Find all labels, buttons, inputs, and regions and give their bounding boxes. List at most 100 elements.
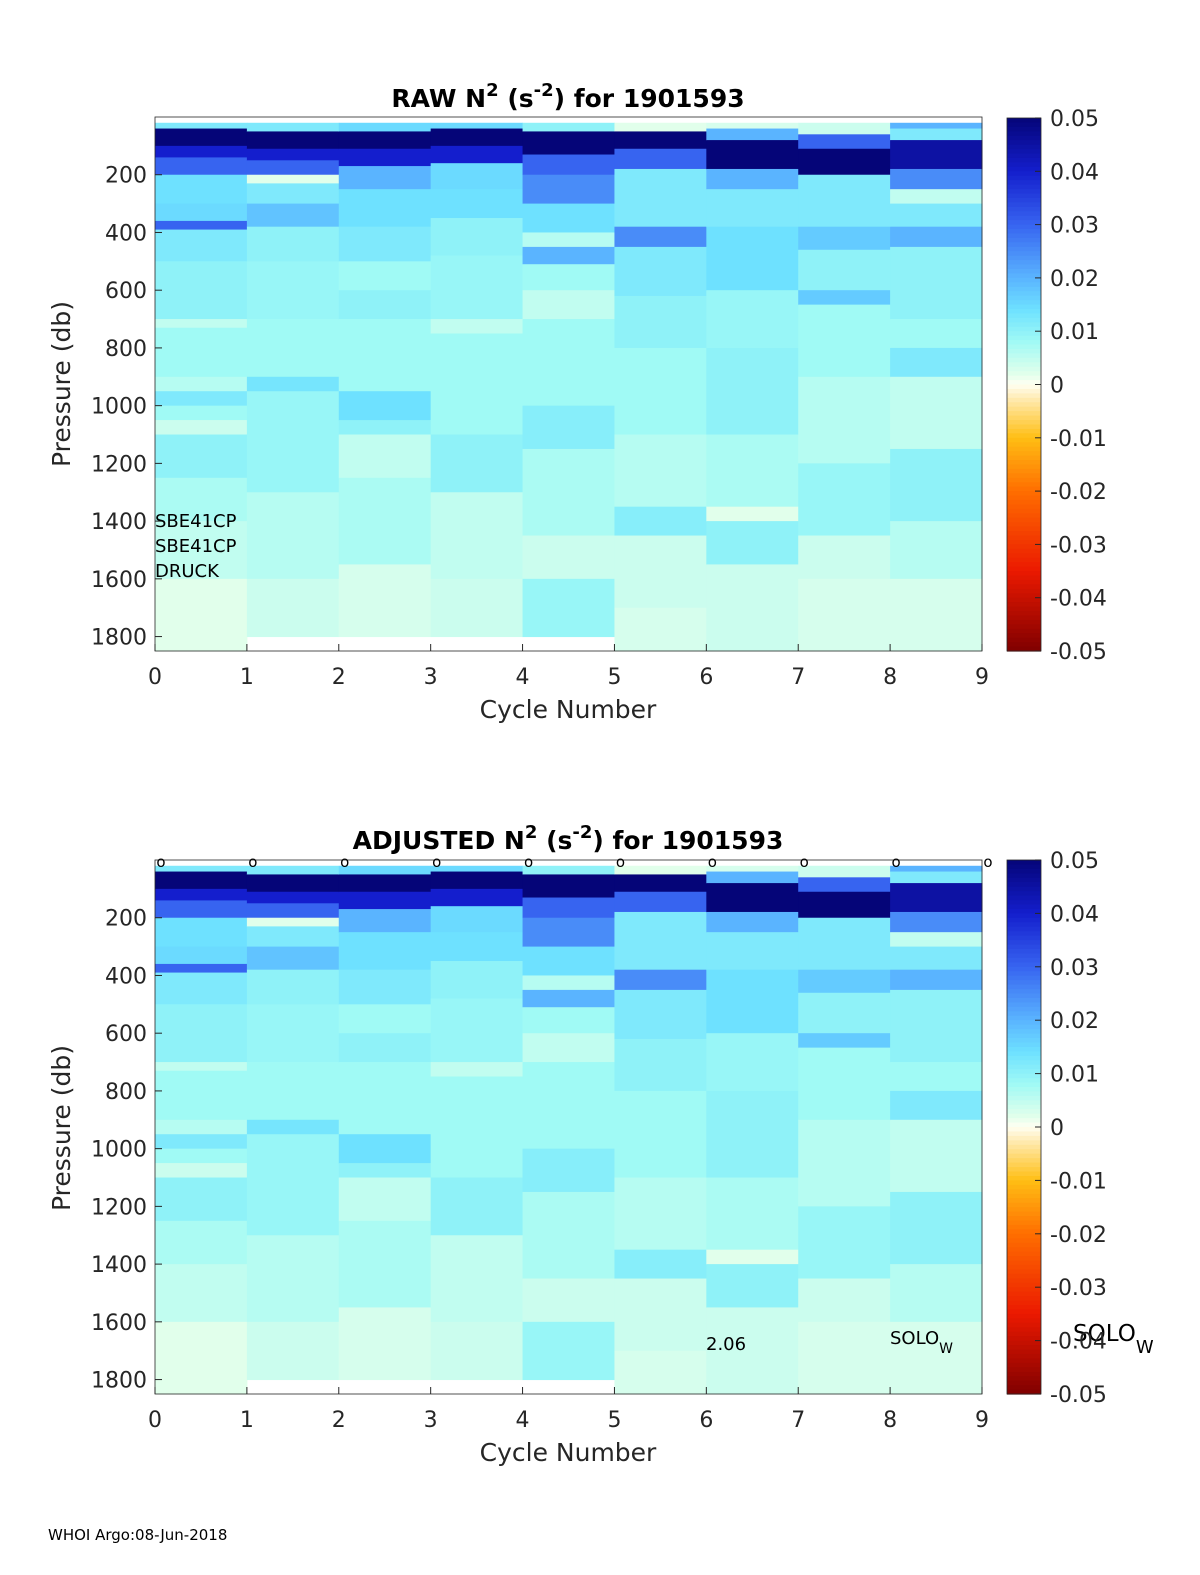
heatmap-cell (430, 1177, 524, 1236)
heatmap-cell (430, 189, 524, 219)
colorbar-segment (1007, 1162, 1041, 1168)
colorbar-segment (1007, 1367, 1041, 1373)
colorbar-segment (1007, 495, 1041, 501)
colorbar-segment (1007, 1305, 1041, 1311)
x-tick-label: 4 (516, 665, 530, 690)
heatmap-cell (155, 972, 248, 1005)
colorbar-segment (1007, 282, 1041, 288)
heatmap-cell (798, 249, 891, 291)
heatmap-cell (155, 578, 248, 652)
heatmap-cell (338, 1134, 432, 1164)
colorbar-segment (1007, 393, 1041, 399)
raw-sensor-label-3: DRUCK (155, 561, 220, 582)
heatmap-cell (338, 874, 432, 893)
heatmap-cell (430, 218, 524, 257)
colorbar-segment (1007, 637, 1041, 643)
heatmap-cell (522, 1062, 615, 1150)
heatmap-cell (706, 290, 799, 349)
heatmap-cell (706, 1033, 799, 1092)
heatmap-cell (155, 229, 248, 262)
heatmap-cell (614, 891, 707, 913)
y-tick-label: 200 (105, 907, 147, 932)
colorbar-segment (1007, 966, 1041, 972)
heatmap-cell (614, 989, 707, 1040)
heatmap-cell (155, 420, 248, 436)
colorbar-segment (1007, 571, 1041, 577)
colorbar-segment (1007, 1229, 1041, 1235)
colorbar-segment (1007, 126, 1041, 132)
x-tick-label: 6 (699, 665, 713, 690)
heatmap-cell (706, 168, 799, 190)
heatmap-cell (246, 891, 340, 904)
colorbar-segment (1007, 1140, 1041, 1146)
heatmap-cell (522, 290, 615, 320)
raw-sensor-label-1: SBE41CP (155, 511, 237, 532)
heatmap-cell (155, 963, 248, 974)
colorbar-segment (1007, 575, 1041, 581)
colorbar-segment (1007, 260, 1041, 266)
colorbar-segment (1007, 895, 1041, 901)
colorbar-segment (1007, 975, 1041, 981)
colorbar-segment (1007, 1198, 1041, 1204)
colorbar-tick-label: 0.04 (1050, 902, 1099, 927)
heatmap-cell (798, 917, 891, 971)
x-tick-label: 7 (791, 1408, 805, 1433)
colorbar-segment (1007, 1033, 1041, 1039)
heatmap-cell (246, 1062, 340, 1121)
colorbar-segment (1007, 1189, 1041, 1195)
heatmap-cell (246, 148, 340, 161)
x-tick-label: 9 (975, 665, 989, 690)
heatmap-cell (798, 535, 891, 580)
colorbar-segment (1007, 1273, 1041, 1279)
heatmap-cell (890, 1062, 983, 1092)
x-tick-label: 0 (148, 665, 162, 690)
colorbar-segment (1007, 224, 1041, 230)
heatmap-cell (246, 376, 340, 392)
heatmap-cell (338, 131, 432, 150)
heatmap-cell (338, 261, 432, 291)
heatmap-cell (798, 1047, 891, 1121)
heatmap-cell (155, 405, 248, 421)
heatmap-cell (890, 1264, 983, 1323)
heatmap-cell (430, 932, 524, 962)
colorbar-segment (1007, 264, 1041, 270)
heatmap-cell (338, 1062, 432, 1135)
colorbar-segment (1007, 375, 1041, 381)
colorbar-segment (1007, 962, 1041, 968)
heatmap-cell (798, 992, 891, 1034)
heatmap-cell (890, 448, 983, 522)
heatmap-cell (614, 1177, 707, 1251)
colorbar-segment (1007, 468, 1041, 474)
profile-marker: o (340, 853, 349, 871)
profile-marker: o (156, 853, 165, 871)
colorbar-segment (1007, 922, 1041, 928)
colorbar-segment (1007, 322, 1041, 328)
heatmap-cell (338, 932, 432, 971)
heatmap-cell (246, 1134, 340, 1236)
colorbar-segment (1007, 491, 1041, 497)
x-tick-label: 3 (424, 1408, 438, 1433)
colorbar-segment (1007, 1171, 1041, 1177)
colorbar-segment (1007, 437, 1041, 443)
colorbar-segment (1007, 1135, 1041, 1141)
colorbar-tick-label: 0.02 (1050, 1009, 1099, 1034)
colorbar-segment (1007, 926, 1041, 932)
heatmap-cell (338, 865, 432, 875)
y-tick-label: 1000 (91, 395, 147, 420)
colorbar-segment (1007, 122, 1041, 128)
colorbar-segment (1007, 251, 1041, 257)
y-tick-label: 1800 (91, 626, 147, 651)
colorbar-segment (1007, 1336, 1041, 1342)
colorbar-segment (1007, 1278, 1041, 1284)
heatmap-cell (155, 434, 248, 479)
y-tick-label: 1200 (91, 1195, 147, 1220)
heatmap-cell (430, 1321, 524, 1381)
colorbar-segment (1007, 269, 1041, 275)
heatmap-cell (706, 226, 799, 291)
heatmap-cell (430, 1076, 524, 1179)
colorbar-segment (1007, 1011, 1041, 1017)
colorbar-segment (1007, 566, 1041, 572)
heatmap-cell (798, 877, 891, 893)
heatmap-cell (155, 521, 248, 580)
heatmap-cell (890, 128, 983, 141)
